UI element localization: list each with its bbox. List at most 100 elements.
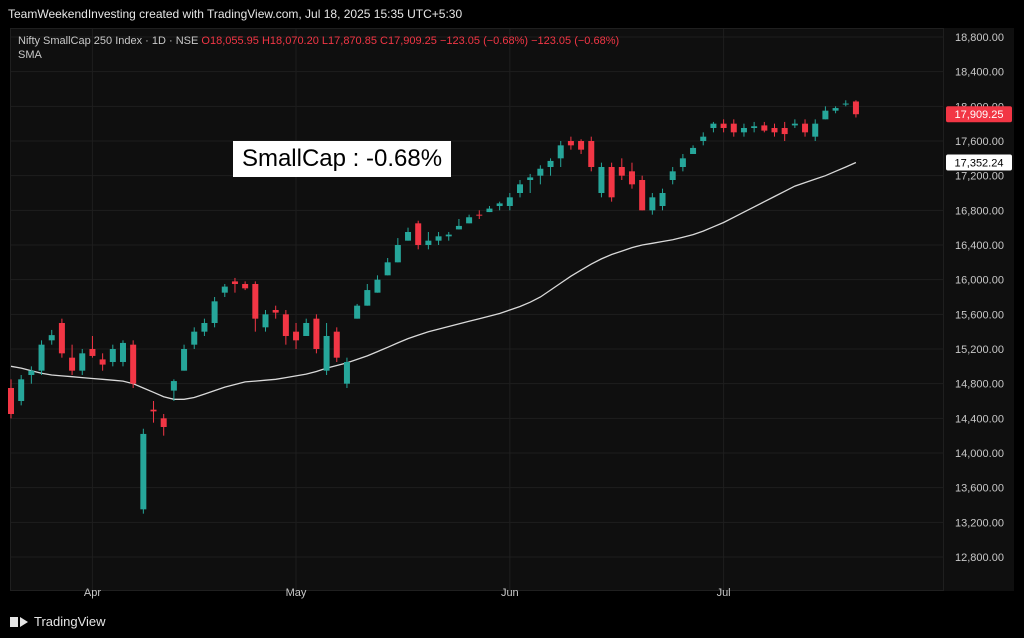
candle-body bbox=[649, 197, 656, 211]
candle-body bbox=[394, 245, 401, 263]
candle-body bbox=[262, 314, 269, 328]
candle-body bbox=[802, 123, 809, 133]
candle-body bbox=[669, 171, 676, 180]
candle-body bbox=[323, 336, 330, 371]
candle-body bbox=[598, 167, 605, 193]
candle-body bbox=[547, 160, 554, 167]
chart-legend: Nifty SmallCap 250 Index · 1D · NSE O18,… bbox=[18, 34, 619, 62]
candle-body bbox=[832, 108, 839, 111]
candle-body bbox=[679, 158, 686, 167]
candle-body bbox=[242, 284, 249, 289]
candle-body bbox=[405, 232, 412, 241]
y-tick-label: 16,000.00 bbox=[955, 275, 1004, 287]
candle-body bbox=[578, 141, 585, 150]
y-tick-label: 18,800.00 bbox=[955, 32, 1004, 44]
candle-body bbox=[455, 225, 462, 230]
ohlc-values: O18,055.95 H18,070.20 L17,870.85 C17,909… bbox=[201, 35, 620, 47]
candle-body bbox=[812, 123, 819, 137]
sma-price-tag bbox=[946, 154, 1012, 171]
candle-body bbox=[160, 418, 167, 427]
candle-body bbox=[639, 180, 646, 211]
last-price-label: 17,909.25 bbox=[955, 109, 1004, 121]
candle-body bbox=[18, 379, 25, 401]
candle-body bbox=[181, 349, 188, 371]
y-tick-label: 17,600.00 bbox=[955, 136, 1004, 148]
candle-body bbox=[527, 177, 534, 180]
candle-body bbox=[435, 236, 442, 241]
annotation-label: SmallCap : -0.68% bbox=[233, 141, 451, 177]
candle-body bbox=[537, 168, 544, 176]
y-tick-label: 14,000.00 bbox=[955, 448, 1004, 460]
candle-body bbox=[710, 123, 717, 128]
candle-body bbox=[89, 349, 96, 356]
candle-body bbox=[170, 381, 177, 391]
candle-body bbox=[791, 123, 798, 126]
candle-body bbox=[48, 335, 55, 341]
candle-body bbox=[730, 123, 737, 133]
y-tick-label: 18,400.00 bbox=[955, 67, 1004, 79]
candle-body bbox=[690, 147, 697, 154]
candle-body bbox=[628, 171, 635, 185]
candle-body bbox=[130, 344, 137, 384]
indicator-label: SMA bbox=[18, 49, 42, 61]
y-tick-label: 13,200.00 bbox=[955, 517, 1004, 529]
candle-body bbox=[282, 314, 289, 336]
candle-body bbox=[8, 388, 14, 414]
candle-body bbox=[466, 217, 473, 224]
candle-body bbox=[751, 126, 758, 128]
candle-body bbox=[608, 167, 615, 198]
candle-body bbox=[425, 240, 432, 245]
sma-line bbox=[10, 161, 857, 400]
last-price-tag bbox=[946, 106, 1012, 123]
y-tick-label: 16,400.00 bbox=[955, 240, 1004, 252]
candle-body bbox=[343, 362, 350, 384]
y-tick-label: 12,800.00 bbox=[955, 552, 1004, 564]
candle-body bbox=[119, 342, 126, 362]
candle-body bbox=[364, 290, 371, 306]
candle-body bbox=[557, 145, 564, 159]
candle-body bbox=[781, 128, 788, 135]
chart-header: TeamWeekendInvesting created with Tradin… bbox=[0, 0, 1024, 28]
candle-body bbox=[272, 310, 279, 313]
candle-body bbox=[496, 203, 503, 206]
symbol-name: Nifty SmallCap 250 Index · 1D · NSE bbox=[18, 35, 199, 47]
candle-body bbox=[58, 323, 65, 354]
candle-body bbox=[567, 141, 574, 146]
candle-body bbox=[201, 323, 208, 332]
header-text: TeamWeekendInvesting created with Tradin… bbox=[8, 7, 463, 21]
candle-body bbox=[486, 208, 493, 213]
candle-body bbox=[231, 281, 238, 284]
y-tick-label: 16,800.00 bbox=[955, 205, 1004, 217]
candle-body bbox=[700, 136, 707, 141]
candle-body bbox=[109, 349, 116, 362]
x-tick-label: Jun bbox=[501, 587, 519, 599]
candle-body bbox=[659, 193, 666, 206]
candle-body bbox=[140, 433, 147, 510]
chart-plot-area[interactable] bbox=[10, 28, 944, 591]
candle-body bbox=[354, 305, 361, 319]
candle-body bbox=[761, 125, 768, 131]
candle-body bbox=[517, 184, 523, 193]
candle-body bbox=[384, 262, 391, 276]
candle-body bbox=[415, 223, 422, 245]
candle-body bbox=[506, 197, 513, 206]
y-tick-label: 14,800.00 bbox=[955, 379, 1004, 391]
candle-body bbox=[822, 110, 829, 120]
candle-body bbox=[740, 128, 747, 133]
x-tick-label: May bbox=[286, 587, 307, 599]
sma-price-label: 17,352.24 bbox=[955, 157, 1004, 169]
candle-body bbox=[852, 101, 859, 115]
candle-body bbox=[99, 359, 106, 365]
footer-bar bbox=[0, 608, 1024, 638]
candle-body bbox=[618, 167, 625, 176]
candle-body bbox=[842, 103, 849, 105]
x-tick-label: Apr bbox=[84, 587, 101, 599]
candle-body bbox=[69, 357, 76, 371]
candle-body bbox=[771, 128, 778, 133]
y-tick-label: 15,600.00 bbox=[955, 309, 1004, 321]
candle-body bbox=[28, 370, 35, 375]
brand-name: TradingView bbox=[34, 614, 106, 629]
y-tick-label: 14,400.00 bbox=[955, 413, 1004, 425]
candle-body bbox=[221, 286, 228, 293]
